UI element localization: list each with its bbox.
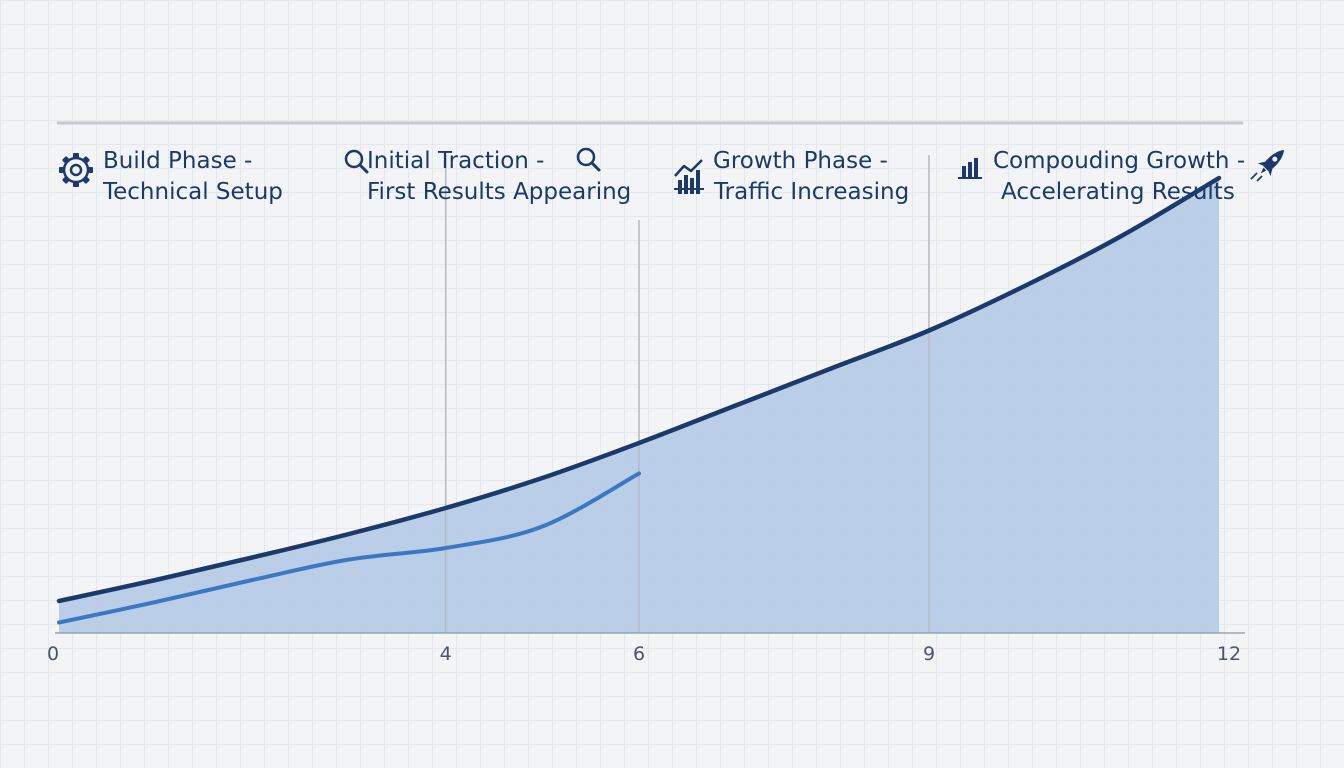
x-tick-label-0: 0 xyxy=(47,643,59,665)
phase-3-title: Compouding Growth - xyxy=(993,148,1245,174)
gear-icon xyxy=(59,153,93,187)
phase-0-title: Build Phase - xyxy=(103,148,252,174)
magnifier-icon-2 xyxy=(576,147,601,172)
divider-layer xyxy=(444,155,930,633)
phase-2-subtitle: Traffic Increasing xyxy=(713,179,909,205)
series-0-line xyxy=(56,175,1222,604)
growth-chart-icon xyxy=(674,159,704,194)
phase-1-subtitle: First Results Appearing xyxy=(367,179,631,205)
bar-chart-icon xyxy=(958,158,982,179)
x-tick-label-9: 9 xyxy=(923,643,935,665)
magnifier-icon xyxy=(344,149,369,174)
label-layer: Build Phase - Technical Setup Initial Trac… xyxy=(102,148,1245,205)
series-1-line xyxy=(57,471,641,625)
rocket-spark-icon xyxy=(1250,172,1263,182)
icon-layer xyxy=(59,147,1285,194)
phase-3-subtitle: Accelerating Results xyxy=(1001,179,1235,205)
phase-2-title: Growth Phase - xyxy=(713,148,888,174)
phase-1-title: Initial Traction - xyxy=(367,148,545,174)
x-tick-label-6: 6 xyxy=(633,643,645,665)
line-layer xyxy=(56,175,1222,625)
phase-0-subtitle: Technical Setup xyxy=(102,179,283,205)
x-tick-label-4: 4 xyxy=(440,643,452,665)
tick-layer: 0 4 6 9 12 xyxy=(47,643,1241,665)
rocket-icon xyxy=(1257,149,1285,177)
x-tick-label-12: 12 xyxy=(1217,643,1241,665)
